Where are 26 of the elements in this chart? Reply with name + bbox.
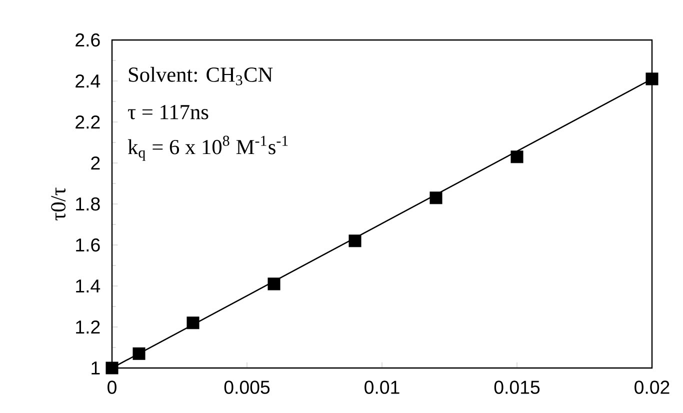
point — [430, 192, 442, 204]
point — [106, 362, 118, 374]
point — [132, 347, 146, 360]
annotation: Solvent: CH$_{3}$CN — [128, 66, 273, 86]
y-tick-label: 1.4 — [76, 280, 100, 292]
point — [348, 234, 362, 248]
y-tick-label: 2.2 — [76, 115, 100, 129]
x-tick-label: 0 — [108, 380, 116, 394]
y-tick-label: 1.6 — [76, 238, 100, 252]
y-tick-label: 2.6 — [76, 33, 100, 47]
y-axis-title: τ0/τ — [51, 188, 66, 220]
x-tick-label: 0.01 — [364, 380, 400, 394]
annotation: k$_{q}$ = 6 x 10$^{8}$ M$^{-1}$s$^{-1}$ — [128, 136, 288, 161]
x-tick-label: 0.02 — [634, 380, 670, 394]
x-tick-label: 0.005 — [224, 380, 270, 394]
y-tick-label: 1.8 — [76, 197, 100, 211]
x-tick-label: 0.015 — [494, 380, 540, 394]
point — [646, 72, 658, 86]
y-tick-label: 2 — [91, 156, 100, 170]
point — [268, 278, 280, 290]
annotation: τ = 117ns — [128, 105, 208, 120]
point — [510, 150, 524, 164]
y-tick-label: 1.2 — [76, 320, 100, 334]
y-tick-label: 1 — [92, 362, 100, 374]
point — [186, 316, 200, 330]
y-tick-label: 2.4 — [76, 74, 100, 88]
